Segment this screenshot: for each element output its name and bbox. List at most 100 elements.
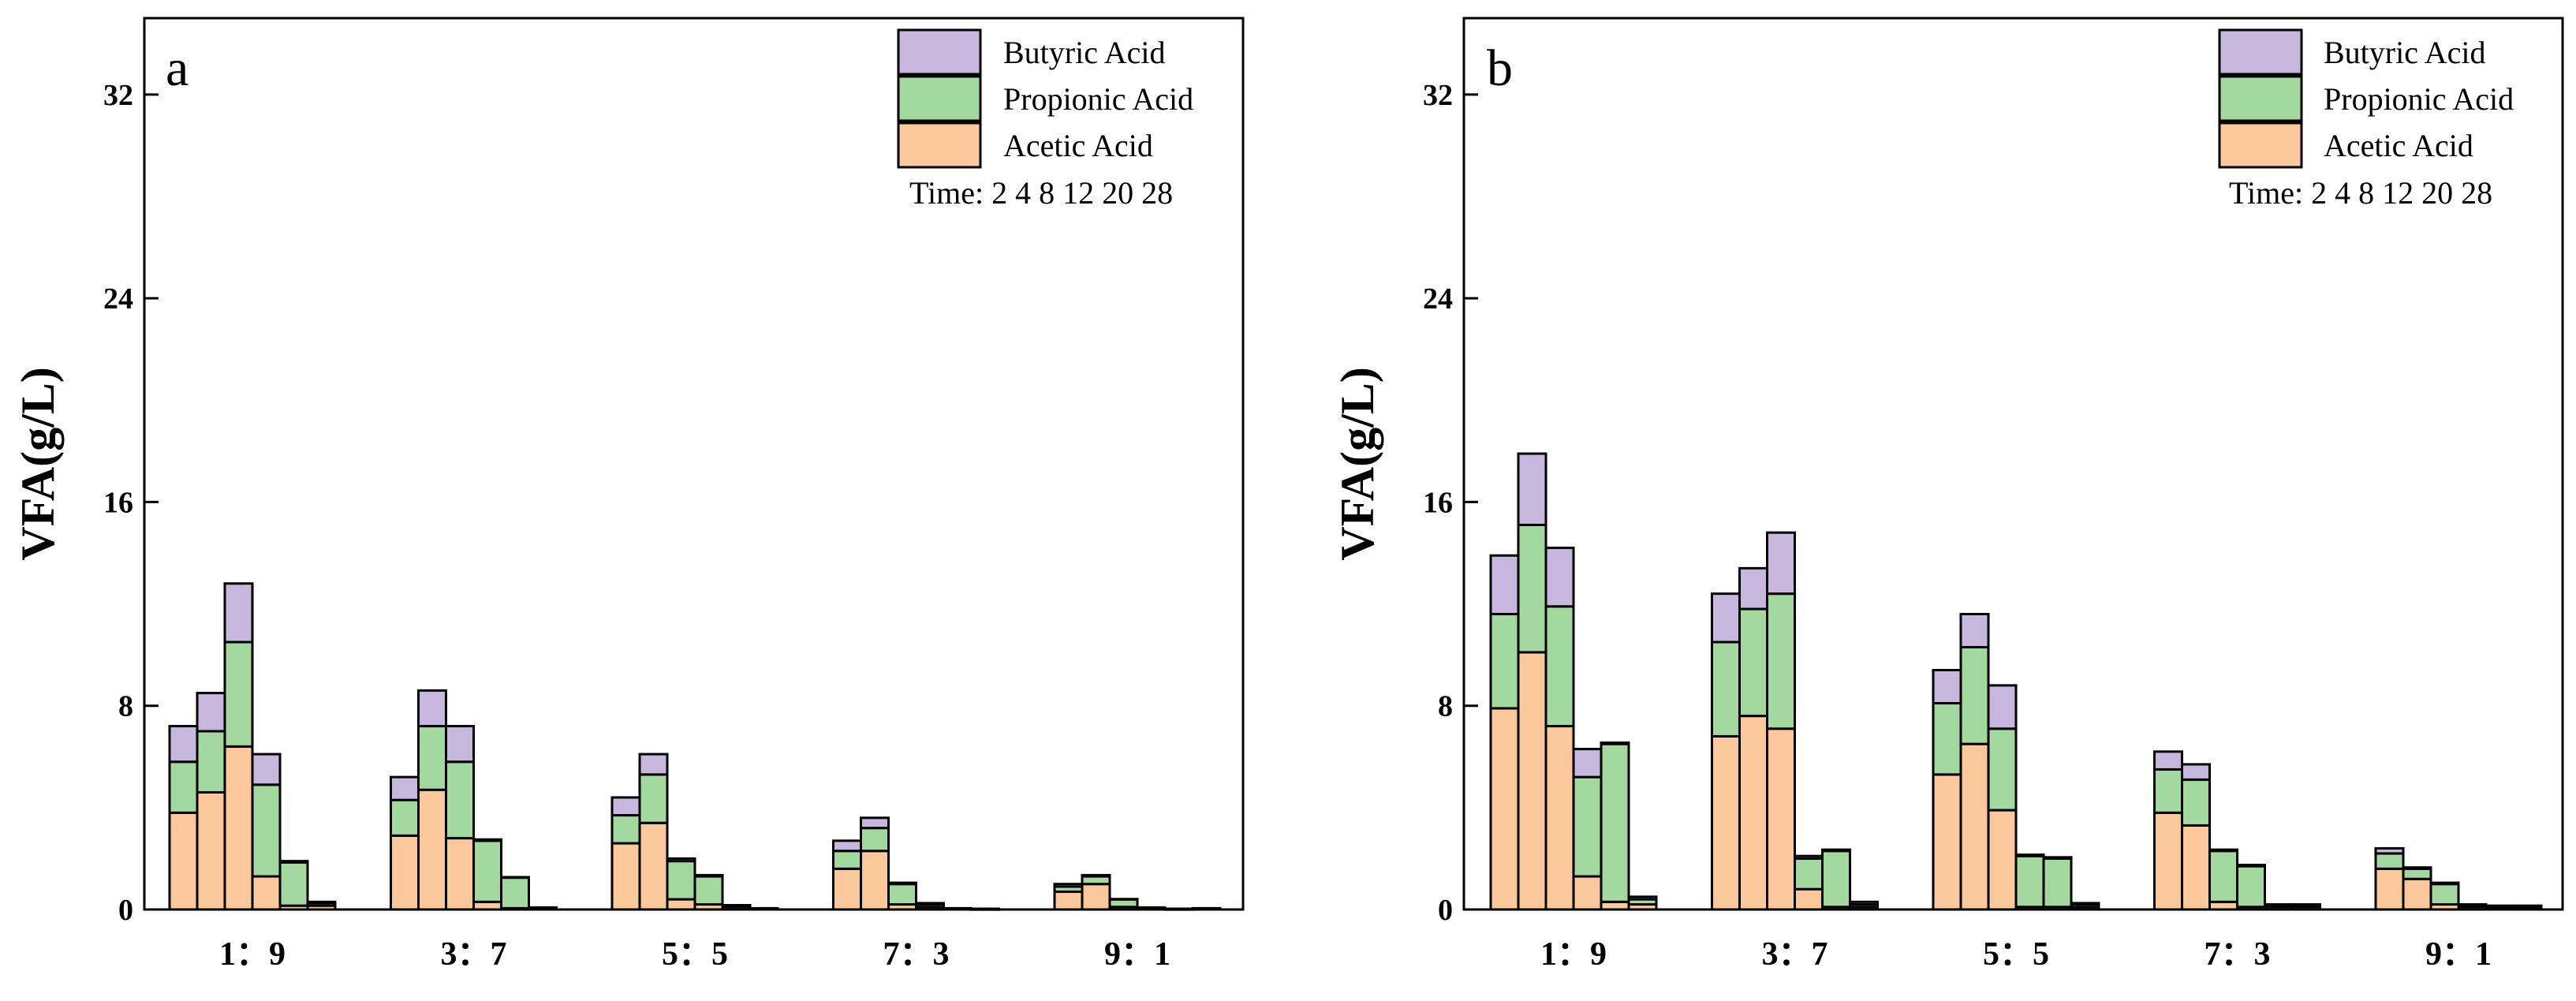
bar-segment-propionic-acid [278, 861, 309, 907]
panel-letter: a [166, 39, 189, 97]
bar-segment-butyric-acid [1959, 612, 1990, 648]
bar-segment-butyric-acid [2512, 904, 2543, 909]
legend-swatch-propionic [2218, 75, 2303, 122]
bar-segment-propionic-acid [2236, 865, 2266, 909]
bar-segment-propionic-acid [1821, 850, 1851, 909]
bar-segment-butyric-acid [749, 906, 779, 910]
bar-segment-acetic-acid [1517, 651, 1547, 911]
bar-segment-butyric-acid [860, 816, 890, 830]
bar-segment-propionic-acid [1600, 742, 1630, 903]
bar-segment-butyric-acid [1738, 566, 1768, 611]
y-axis-label: VFA(g/L) [12, 367, 64, 561]
y-tick-label: 24 [1423, 282, 1453, 316]
y-tick-label: 8 [1438, 690, 1453, 723]
x-category-label: 7：3 [2204, 936, 2270, 973]
bar-segment-butyric-acid [1136, 906, 1167, 909]
x-categories: 1：9 3：7 5：5 7：3 9：1 [1540, 898, 2492, 973]
bar-segment-butyric-acid [2208, 848, 2238, 853]
bar-segment-butyric-acid [223, 582, 254, 644]
legend-swatch-acetic [2218, 121, 2303, 169]
bar-segment-butyric-acid [2070, 902, 2100, 906]
bar-segment-butyric-acid [610, 796, 641, 817]
legend-label-acetic: Acetic Acid [2324, 128, 2473, 163]
bar-segment-butyric-acid [306, 900, 337, 905]
bar-segment-butyric-acid [2153, 750, 2183, 771]
y-tick-label: 32 [103, 79, 133, 112]
bar-segment-acetic-acid [1544, 725, 1575, 911]
bar-segment-acetic-acid [1711, 734, 1741, 911]
bar-segment-butyric-acid [693, 873, 724, 878]
bar-segment-acetic-acid [2402, 877, 2432, 911]
legend-swatch-butyric [897, 28, 982, 76]
bar-segment-butyric-acid [196, 692, 226, 733]
bar-segment-butyric-acid [2429, 881, 2460, 886]
bar-segment-acetic-acid [390, 834, 420, 911]
y-tick-label: 16 [103, 486, 133, 519]
bar-segment-propionic-acid [1932, 701, 1962, 776]
bar-segment-butyric-acid [1081, 873, 1111, 878]
bar-segment-propionic-acid [1766, 592, 1796, 730]
bar-segment-acetic-acid [223, 745, 254, 911]
bar-segment-acetic-acid [1489, 707, 1520, 911]
bar-segment-butyric-acid [2236, 864, 2266, 868]
bar-segment-acetic-acid [168, 811, 199, 911]
x-category-label: 9：1 [2425, 936, 2492, 973]
bar-segment-butyric-acid [472, 838, 502, 842]
bar-segment-propionic-acid [1572, 775, 1603, 878]
bar-segment-acetic-acid [610, 842, 641, 911]
legend-swatch-acetic [897, 121, 982, 169]
bar-segment-propionic-acid [1987, 727, 2018, 812]
legend-swatch-butyric [2218, 28, 2303, 76]
bar-segment-propionic-acid [1517, 523, 1547, 654]
legend-swatch-propionic [897, 75, 982, 122]
y-ticks: 0 8 16 24 32 [1423, 79, 1478, 927]
bar-segment-butyric-acid [1794, 854, 1824, 860]
bar-segment-propionic-acid [445, 760, 475, 840]
bar-segment-propionic-acid [860, 827, 890, 853]
bar-segment-propionic-acid [2014, 854, 2045, 909]
bars [1489, 452, 2543, 911]
y-tick-label: 16 [1423, 486, 1453, 519]
bar-segment-butyric-acid [1821, 848, 1851, 853]
bar-segment-acetic-acid [251, 875, 282, 911]
bar-segment-acetic-acid [445, 837, 475, 911]
y-ticks: 0 8 16 24 32 [103, 79, 159, 927]
bar-segment-butyric-acid [943, 906, 973, 910]
bars [168, 582, 1222, 911]
y-tick-label: 8 [118, 690, 133, 723]
bar-segment-butyric-acid [2042, 856, 2073, 860]
bar-segment-butyric-acid [666, 857, 696, 863]
legend-label-butyric: Butyric Acid [2324, 35, 2486, 70]
bar-segment-propionic-acid [251, 783, 282, 878]
bar-segment-butyric-acid [278, 860, 309, 864]
x-category-label: 5：5 [662, 936, 728, 973]
bar-segment-butyric-acid [1572, 748, 1603, 779]
y-axis-label: VFA(g/L) [1331, 367, 1383, 561]
bar-segment-propionic-acid [832, 850, 862, 870]
bar-segment-butyric-acid [500, 876, 530, 880]
legend-label-acetic: Acetic Acid [1003, 128, 1153, 163]
bar-segment-butyric-acid [1544, 547, 1575, 608]
panel-letter: b [1487, 39, 1513, 97]
bar-segment-acetic-acid [1053, 890, 1084, 911]
bar-segment-propionic-acid [223, 641, 254, 748]
bar-segment-butyric-acid [1627, 895, 1658, 901]
bar-segment-butyric-acid [915, 902, 945, 906]
bar-segment-acetic-acid [1766, 727, 1796, 911]
bar-segment-acetic-acid [1987, 809, 2018, 911]
bar-segment-butyric-acid [2264, 903, 2294, 907]
bar-segment-acetic-acid [1081, 883, 1111, 911]
bar-segment-acetic-acid [860, 850, 890, 911]
bar-segment-butyric-acid [445, 725, 475, 764]
bar-segment-butyric-acid [417, 689, 447, 728]
bar-segment-propionic-acid [1738, 607, 1768, 718]
legend-label-butyric: Butyric Acid [1003, 35, 1166, 70]
bar-segment-propionic-acid [2153, 768, 2183, 814]
bar-segment-propionic-acid [2402, 867, 2432, 880]
bar-segment-propionic-acid [638, 773, 669, 824]
bar-segment-propionic-acid [1959, 645, 1990, 745]
bar-segment-propionic-acid [1794, 857, 1824, 891]
bar-segment-propionic-acid [500, 876, 530, 909]
bar-segment-propionic-acid [196, 730, 226, 794]
bar-segment-acetic-acid [666, 898, 696, 911]
